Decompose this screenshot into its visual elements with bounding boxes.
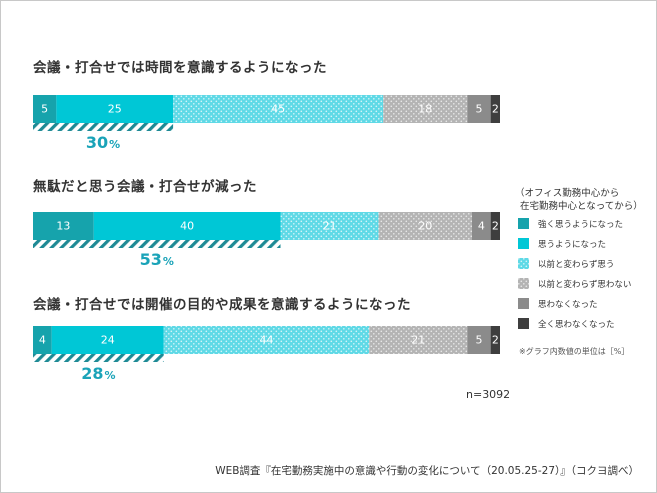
bar-segment bbox=[280, 212, 379, 240]
legend-entry: 全く思わなくなった bbox=[538, 319, 615, 330]
unit-note: ※グラフ内数値の単位は［%］ bbox=[519, 346, 629, 356]
bar-segment bbox=[490, 95, 500, 123]
legend-title: 在宅勤務中心となってから） bbox=[520, 200, 643, 212]
question-3: 会議・打合せでは開催の目的や成果を意識するようになった 4 24 44 21 5 2 28% bbox=[33, 296, 500, 383]
segment-value-label: 45 bbox=[271, 103, 285, 116]
combined-bracket bbox=[33, 240, 281, 248]
legend-entry: 思わなくなった bbox=[538, 300, 598, 310]
bar-segment bbox=[378, 212, 472, 240]
legend-entry: 以前と変わらず思う bbox=[538, 259, 614, 270]
segment-value-label: 5 bbox=[475, 334, 482, 347]
combined-bracket bbox=[33, 123, 174, 131]
segment-value-label: 2 bbox=[492, 103, 499, 116]
bar-segment bbox=[173, 95, 384, 123]
question-title: 会議・打合せでは開催の目的や成果を意識するようになった bbox=[33, 296, 411, 313]
bar-segment bbox=[467, 326, 491, 354]
bar-segment bbox=[51, 326, 164, 354]
bar-segment bbox=[490, 212, 500, 240]
segment-value-label: 21 bbox=[411, 334, 425, 347]
legend-swatch bbox=[518, 238, 529, 249]
bar-segment bbox=[369, 326, 468, 354]
legend-entry: 以前と変わらず思わない bbox=[538, 279, 631, 290]
legend-swatch bbox=[518, 318, 529, 329]
bar-segment bbox=[33, 212, 94, 240]
combined-bracket bbox=[33, 354, 164, 362]
segment-value-label: 25 bbox=[108, 103, 122, 116]
bar-segment bbox=[93, 212, 281, 240]
bar-segment bbox=[490, 326, 500, 354]
legend-swatch bbox=[518, 258, 529, 269]
segment-value-label: 40 bbox=[180, 220, 194, 233]
legend-title: （オフィス勤務中心から bbox=[515, 187, 619, 199]
question-title: 無駄だと思う会議・打合せが減った bbox=[33, 178, 257, 195]
segment-value-label: 2 bbox=[492, 220, 499, 233]
combined-percent-label: 53% bbox=[140, 250, 174, 269]
question-2: 無駄だと思う会議・打合せが減った 13 40 21 20 4 2 53% bbox=[33, 178, 500, 269]
bar-segment bbox=[471, 212, 491, 240]
legend-entry: 思うようになった bbox=[538, 240, 606, 250]
segment-value-label: 44 bbox=[260, 334, 274, 347]
combined-percent-label: 30% bbox=[86, 133, 120, 152]
legend-swatch bbox=[518, 278, 529, 289]
sample-size-label: n=3092 bbox=[466, 388, 510, 401]
segment-value-label: 13 bbox=[56, 220, 70, 233]
legend-swatch bbox=[518, 218, 529, 229]
source-caption: WEB調査『在宅勤務実施中の意識や行動の変化について（20.05.25-27）』… bbox=[215, 464, 639, 477]
segment-value-label: 2 bbox=[492, 334, 499, 347]
bar-segment bbox=[163, 326, 370, 354]
segment-value-label: 21 bbox=[323, 220, 337, 233]
bar-segment bbox=[33, 326, 52, 354]
question-title: 会議・打合せでは時間を意識するようになった bbox=[33, 59, 327, 76]
segment-value-label: 4 bbox=[478, 220, 485, 233]
segment-value-label: 4 bbox=[39, 334, 46, 347]
bar-segment bbox=[56, 95, 174, 123]
segment-value-label: 24 bbox=[101, 334, 115, 347]
segment-value-label: 5 bbox=[475, 103, 482, 116]
segment-value-label: 20 bbox=[418, 220, 432, 233]
legend-entry: 強く思うようになった bbox=[538, 219, 623, 230]
legend-swatch bbox=[518, 298, 529, 309]
segment-value-label: 5 bbox=[41, 103, 48, 116]
bar-segment bbox=[33, 95, 57, 123]
bar-segment bbox=[467, 95, 491, 123]
combined-percent-label: 28% bbox=[81, 364, 115, 383]
bar-segment bbox=[383, 95, 468, 123]
segment-value-label: 18 bbox=[418, 103, 432, 116]
